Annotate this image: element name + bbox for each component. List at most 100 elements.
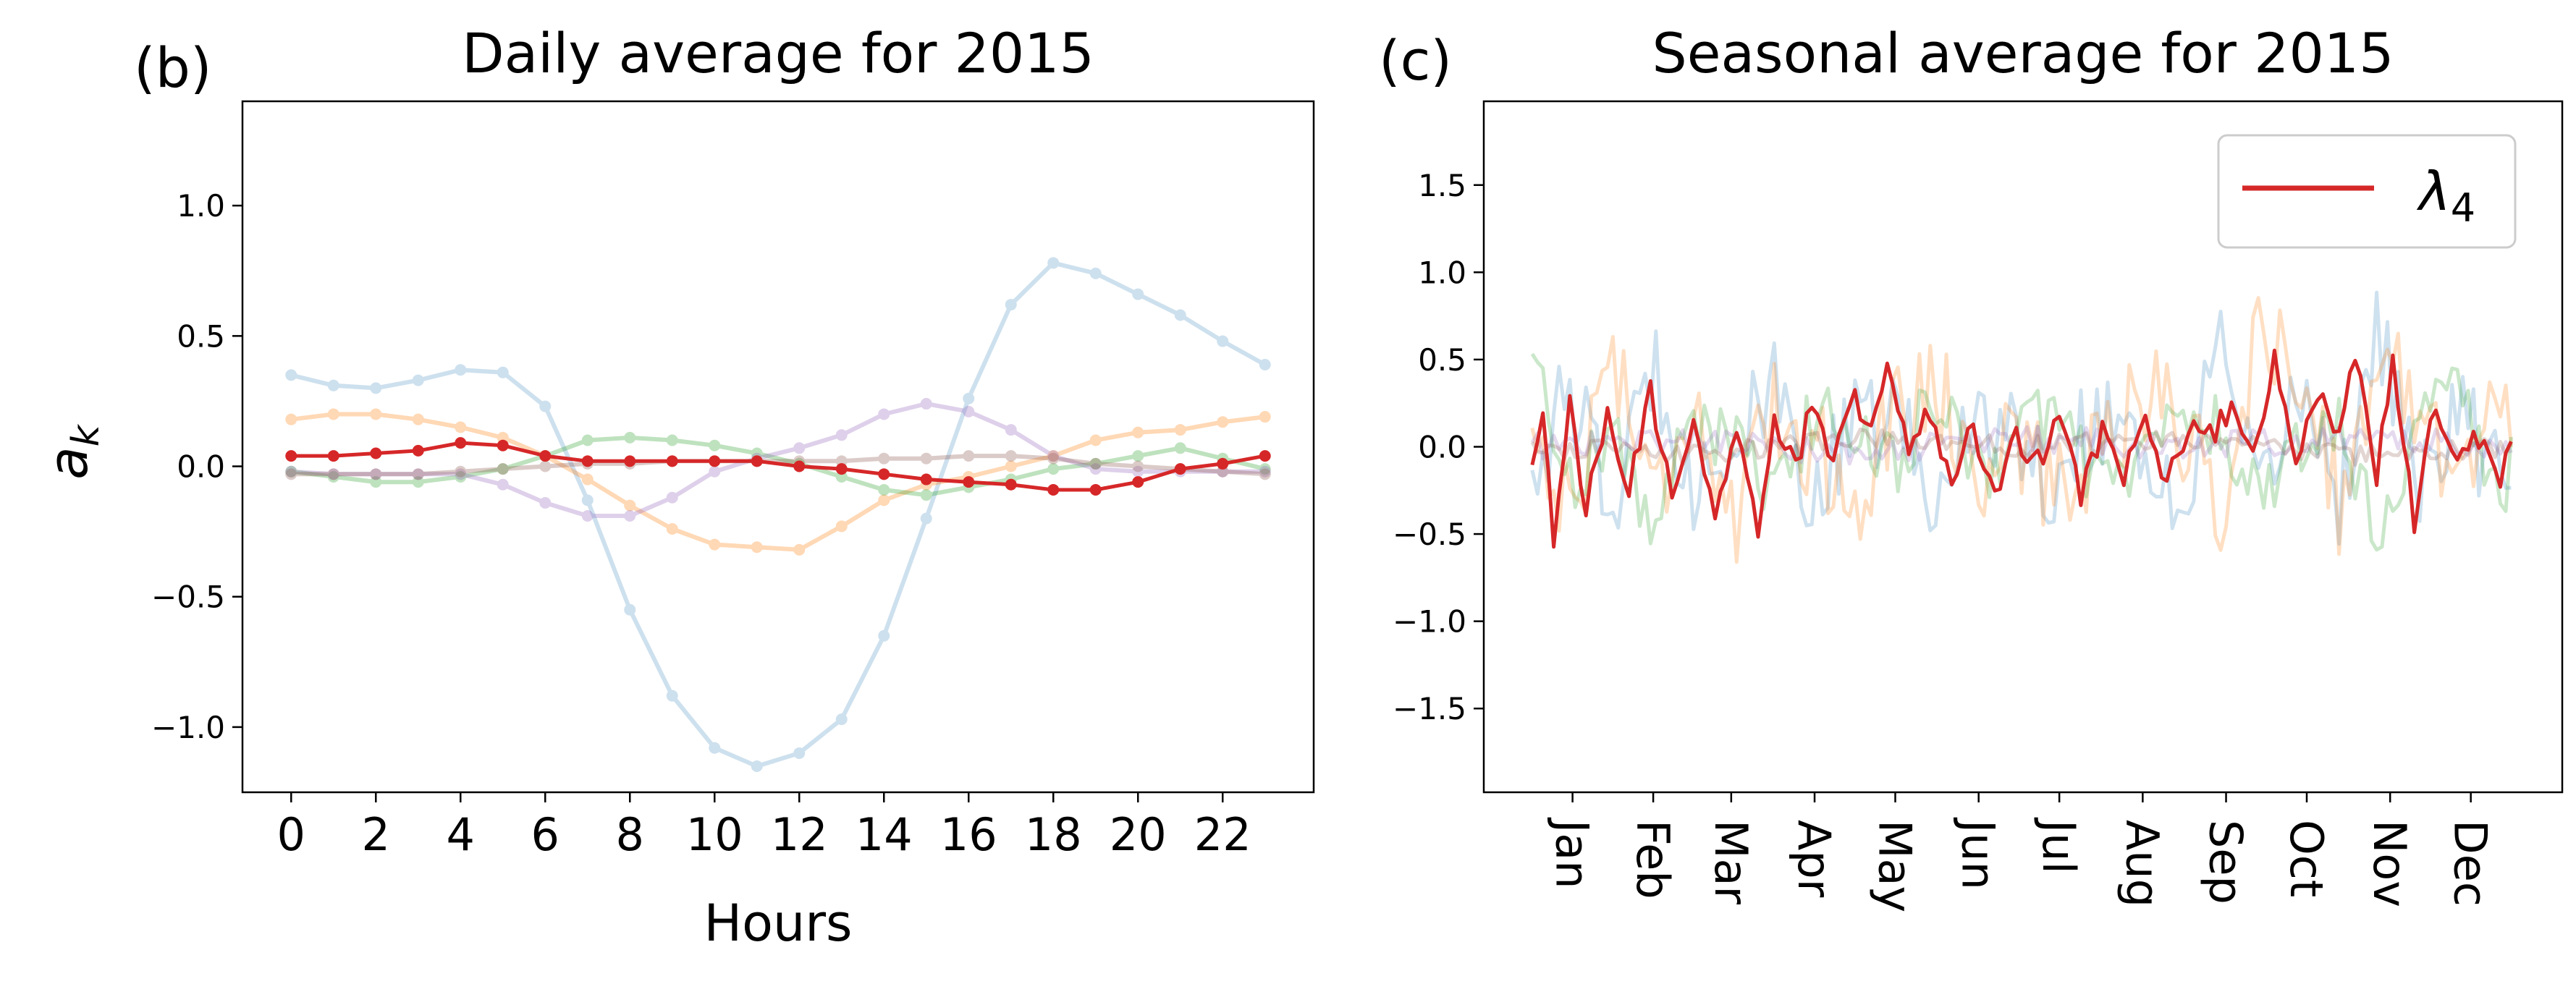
daily-xtick-label: 14 bbox=[856, 808, 913, 861]
daily-point-purple bbox=[963, 405, 975, 417]
daily-point-orange bbox=[666, 523, 678, 535]
daily-point-blue bbox=[793, 747, 806, 759]
legend-box bbox=[2217, 134, 2517, 249]
daily-point-blue bbox=[1132, 288, 1144, 300]
legend-subscript: 4 bbox=[2451, 185, 2475, 231]
daily-y-axis-subscript: k bbox=[64, 423, 108, 446]
seasonal-line-blue bbox=[1530, 290, 2512, 546]
daily-point-brown bbox=[497, 463, 509, 475]
daily-point-green bbox=[285, 465, 297, 478]
daily-plot-frame bbox=[241, 100, 1315, 794]
daily-xtick-label: 6 bbox=[531, 808, 559, 861]
daily-point-blue bbox=[581, 494, 594, 506]
seasonal-ytick-label: −0.5 bbox=[1393, 517, 1466, 552]
daily-point-purple bbox=[835, 429, 848, 441]
daily-point-green bbox=[1089, 457, 1102, 470]
daily-point-blue bbox=[370, 382, 382, 394]
daily-point-red bbox=[793, 460, 806, 472]
daily-point-purple bbox=[1132, 465, 1144, 478]
daily-point-purple bbox=[581, 510, 594, 522]
month-label-aug: Aug bbox=[2116, 820, 2169, 907]
daily-point-green bbox=[709, 439, 721, 451]
daily-point-red bbox=[963, 476, 975, 488]
daily-point-green bbox=[1132, 450, 1144, 462]
daily-point-brown bbox=[327, 468, 339, 480]
daily-point-brown bbox=[412, 468, 424, 480]
month-label-apr: Apr bbox=[1788, 820, 1841, 898]
seasonal-ytick-label: 0.5 bbox=[1418, 342, 1466, 378]
daily-point-red bbox=[455, 437, 467, 449]
daily-y-axis-symbol: a bbox=[38, 446, 100, 479]
daily-xtick-label: 8 bbox=[616, 808, 644, 861]
month-label-sep: Sep bbox=[2200, 820, 2252, 904]
daily-series-green bbox=[285, 431, 1271, 501]
daily-line-orange bbox=[290, 412, 1266, 552]
daily-point-blue bbox=[285, 369, 297, 381]
daily-xtick-label: 2 bbox=[362, 808, 390, 861]
daily-point-red bbox=[1132, 476, 1144, 488]
daily-point-orange bbox=[1217, 416, 1229, 428]
daily-point-orange bbox=[581, 473, 594, 485]
month-label-jul: Jul bbox=[2032, 817, 2085, 874]
daily-y-axis-label: ak bbox=[38, 423, 108, 479]
daily-y-axis: −1.0 −0.5 0.0 0.5 1.0 bbox=[151, 188, 242, 745]
daily-point-purple bbox=[624, 510, 636, 522]
daily-ytick-label: 0.0 bbox=[177, 449, 225, 485]
daily-ytick-label: −0.5 bbox=[151, 580, 225, 615]
daily-point-orange bbox=[709, 538, 721, 551]
panel-label-c: (c) bbox=[1379, 28, 1452, 93]
daily-xtick-label: 22 bbox=[1194, 808, 1251, 861]
daily-xtick-label: 20 bbox=[1110, 808, 1167, 861]
daily-point-red bbox=[370, 447, 382, 459]
daily-xtick-label: 4 bbox=[447, 808, 475, 861]
daily-point-green bbox=[624, 431, 636, 444]
seasonal-average-panel: (c) Seasonal average for 2015 −1.5 −1.0 −0… bbox=[1379, 21, 2564, 912]
daily-point-red bbox=[412, 444, 424, 457]
daily-point-brown bbox=[285, 468, 297, 480]
daily-average-panel: (b) Daily average for 2015 −1.0 −0.5 0.0 0.… bbox=[38, 21, 1315, 953]
daily-point-orange bbox=[835, 520, 848, 533]
daily-point-red bbox=[920, 473, 932, 485]
daily-point-orange bbox=[370, 408, 382, 420]
daily-point-red bbox=[327, 450, 339, 462]
daily-point-purple bbox=[793, 442, 806, 454]
daily-point-green bbox=[920, 489, 932, 501]
daily-point-blue bbox=[455, 364, 467, 376]
daily-point-purple bbox=[455, 468, 467, 480]
daily-point-red bbox=[624, 455, 636, 467]
daily-point-blue bbox=[1047, 257, 1060, 269]
month-label-dec: Dec bbox=[2444, 820, 2497, 907]
daily-point-blue bbox=[1217, 335, 1229, 347]
daily-point-brown bbox=[920, 452, 932, 465]
legend-symbol: λ bbox=[2416, 161, 2451, 223]
daily-point-red bbox=[285, 450, 297, 462]
daily-point-red bbox=[666, 455, 678, 467]
daily-point-purple bbox=[1259, 465, 1271, 478]
daily-point-red bbox=[497, 439, 509, 451]
daily-point-brown bbox=[878, 452, 890, 465]
daily-point-blue bbox=[412, 374, 424, 386]
daily-point-purple bbox=[412, 468, 424, 480]
daily-point-brown bbox=[1259, 468, 1271, 480]
seasonal-line-orange bbox=[1530, 296, 2513, 564]
daily-point-green bbox=[455, 470, 467, 483]
seasonal-series-lines bbox=[1530, 290, 2513, 564]
daily-point-green bbox=[327, 470, 339, 483]
daily-line-purple bbox=[291, 402, 1265, 518]
daily-point-red bbox=[1005, 478, 1017, 491]
seasonal-ytick-label: −1.5 bbox=[1393, 691, 1466, 726]
daily-point-purple bbox=[666, 491, 678, 504]
seasonal-month-axis: Jan Feb Mar Apr May Jun Jul Aug Sep Oct Nov Dec bbox=[1546, 792, 2497, 912]
daily-point-red bbox=[878, 468, 890, 480]
daily-xtick-label: 0 bbox=[277, 808, 305, 861]
daily-point-brown bbox=[1005, 450, 1017, 462]
daily-point-orange bbox=[412, 413, 424, 425]
daily-point-orange bbox=[1174, 424, 1186, 436]
daily-series-lines bbox=[285, 257, 1271, 772]
daily-point-blue bbox=[878, 629, 890, 642]
daily-point-blue bbox=[539, 400, 552, 412]
daily-point-purple bbox=[370, 468, 382, 480]
daily-point-red bbox=[1174, 463, 1186, 475]
daily-line-green bbox=[290, 435, 1266, 498]
daily-point-orange bbox=[1089, 434, 1102, 446]
